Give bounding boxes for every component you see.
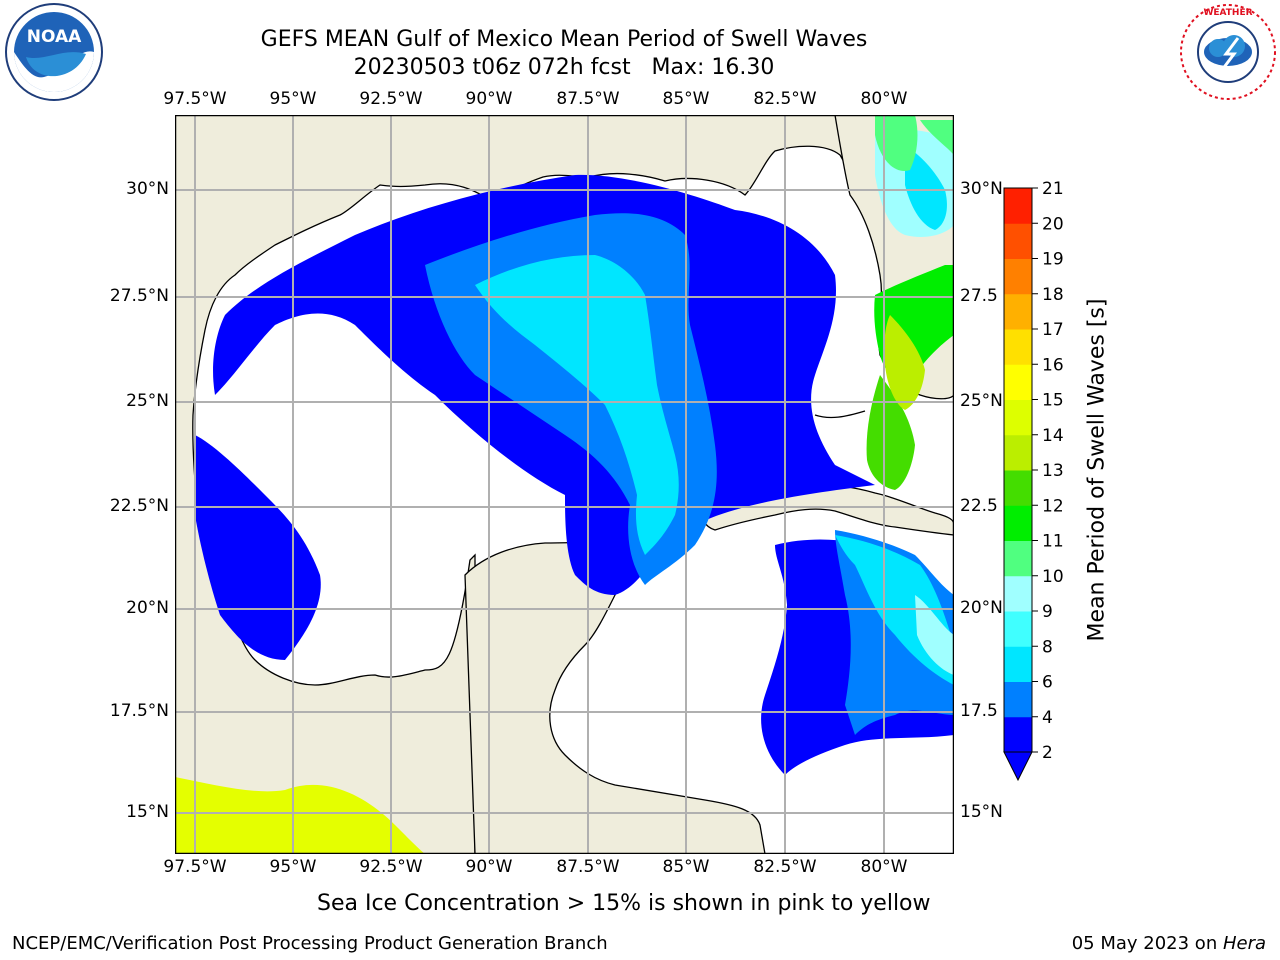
lat-label-right: 17.5 xyxy=(960,701,998,721)
lon-label-bottom: 87.5°W xyxy=(556,857,620,877)
lat-label-left: 20°N xyxy=(126,598,169,618)
lat-label-right: 25°N xyxy=(960,391,1003,411)
florida-keys-coast xyxy=(814,410,866,419)
sea-ice-caption: Sea Ice Concentration > 15% is shown in … xyxy=(317,891,931,916)
lon-label-top: 92.5°W xyxy=(359,89,423,109)
colorbar-tick-label: 18 xyxy=(1042,285,1064,305)
lon-label-bottom: 82.5°W xyxy=(753,857,817,877)
colorbar-tick-label: 11 xyxy=(1042,532,1064,552)
lon-label-top: 85°W xyxy=(662,89,710,109)
colorbar-tick-label: 4 xyxy=(1042,708,1053,728)
colorbar-tick-label: 17 xyxy=(1042,320,1064,340)
footer-date: 05 May 2023 on Hera xyxy=(1072,933,1266,954)
colorbar-swatch xyxy=(1004,434,1032,471)
lon-label-top: 95°W xyxy=(269,89,317,109)
chart-subtitle: 20230503 t06z 072h fcst Max: 16.30 xyxy=(353,55,775,80)
colorbar-tick-label: 2 xyxy=(1042,743,1053,763)
colorbar-swatch xyxy=(1004,470,1032,506)
colorbar-tick-label: 15 xyxy=(1042,391,1064,411)
noaa-logo: NOAA xyxy=(5,3,103,101)
graticule xyxy=(175,115,954,854)
svg-text:WEATHER: WEATHER xyxy=(1203,8,1252,18)
colorbar-swatch xyxy=(1004,611,1032,647)
lon-label-bottom: 80°W xyxy=(860,857,908,877)
colorbar-tick-label: 20 xyxy=(1042,214,1064,234)
colorbar-swatch xyxy=(1004,258,1032,295)
colorbar-swatch xyxy=(1004,575,1032,612)
sea-ice-region xyxy=(175,777,425,854)
lon-label-top: 87.5°W xyxy=(556,89,620,109)
colorbar-swatch xyxy=(1004,681,1032,718)
footer-date-text: 05 May 2023 on xyxy=(1071,933,1223,954)
lon-label-top: 82.5°W xyxy=(753,89,817,109)
lon-label-top: 90°W xyxy=(465,89,513,109)
colorbar-swatch xyxy=(1004,188,1032,224)
colorbar-tick-label: 21 xyxy=(1042,180,1064,199)
colorbar-swatch xyxy=(1004,364,1032,400)
colorbar-swatch xyxy=(1004,716,1032,753)
lat-label-left: 22.5°N xyxy=(109,496,169,516)
lat-label-left: 30°N xyxy=(126,179,169,199)
lat-label-right: 27.5 xyxy=(960,286,998,306)
colorbar-tick-label: 9 xyxy=(1042,602,1053,622)
colorbar-tick-label: 13 xyxy=(1042,461,1064,481)
colorbar-swatch xyxy=(1004,646,1032,682)
colorbar-swatch xyxy=(1004,293,1032,330)
lat-label-right: 30°N xyxy=(960,179,1003,199)
lon-label-top: 97.5°W xyxy=(163,89,227,109)
lon-label-top: 80°W xyxy=(860,89,908,109)
lat-label-left: 27.5°N xyxy=(109,286,169,306)
lat-label-left: 25°N xyxy=(126,391,169,411)
colorbar-tick-label: 6 xyxy=(1042,673,1053,693)
map-frame xyxy=(175,115,954,854)
colorbar-swatch xyxy=(1004,505,1032,541)
lat-label-left: 15°N xyxy=(126,802,169,822)
lat-label-right: 15°N xyxy=(960,802,1003,822)
noaa-logo-text: NOAA xyxy=(27,27,82,47)
footer-host: Hera xyxy=(1222,933,1266,954)
lon-label-bottom: 85°W xyxy=(662,857,710,877)
colorbar-extend-arrow xyxy=(1003,751,1033,782)
lon-label-bottom: 95°W xyxy=(269,857,317,877)
colorbar-swatch xyxy=(1004,223,1032,259)
colorbar-tick-label: 10 xyxy=(1042,567,1064,587)
lon-label-bottom: 90°W xyxy=(465,857,513,877)
colorbar-label: Mean Period of Swell Waves [s] xyxy=(1084,298,1110,642)
colorbar-tick-label: 19 xyxy=(1042,250,1064,270)
colorbar-swatch xyxy=(1004,329,1032,365)
colorbar-swatch xyxy=(1004,540,1032,577)
lat-label-right: 20°N xyxy=(960,598,1003,618)
nws-logo: WEATHER xyxy=(1180,4,1276,100)
lat-label-right: 22.5 xyxy=(960,496,998,516)
lon-label-bottom: 92.5°W xyxy=(359,857,423,877)
colorbar-tick-label: 14 xyxy=(1042,426,1064,446)
colorbar-tick-label: 16 xyxy=(1042,355,1064,375)
colorbar-swatch xyxy=(1004,399,1032,436)
colorbar: 2 4 6 8 9 10 11 12 13 14 15 16 17 18 19 20 21 xyxy=(1003,180,1064,782)
footer-branch: NCEP/EMC/Verification Post Processing Pr… xyxy=(12,933,608,954)
map-panel xyxy=(175,115,954,854)
lat-label-left: 17.5°N xyxy=(109,701,169,721)
lon-label-bottom: 97.5°W xyxy=(163,857,227,877)
colorbar-tick-label: 8 xyxy=(1042,637,1053,657)
colorbar-tick-label: 12 xyxy=(1042,496,1064,516)
chart-title: GEFS MEAN Gulf of Mexico Mean Period of … xyxy=(260,27,868,52)
